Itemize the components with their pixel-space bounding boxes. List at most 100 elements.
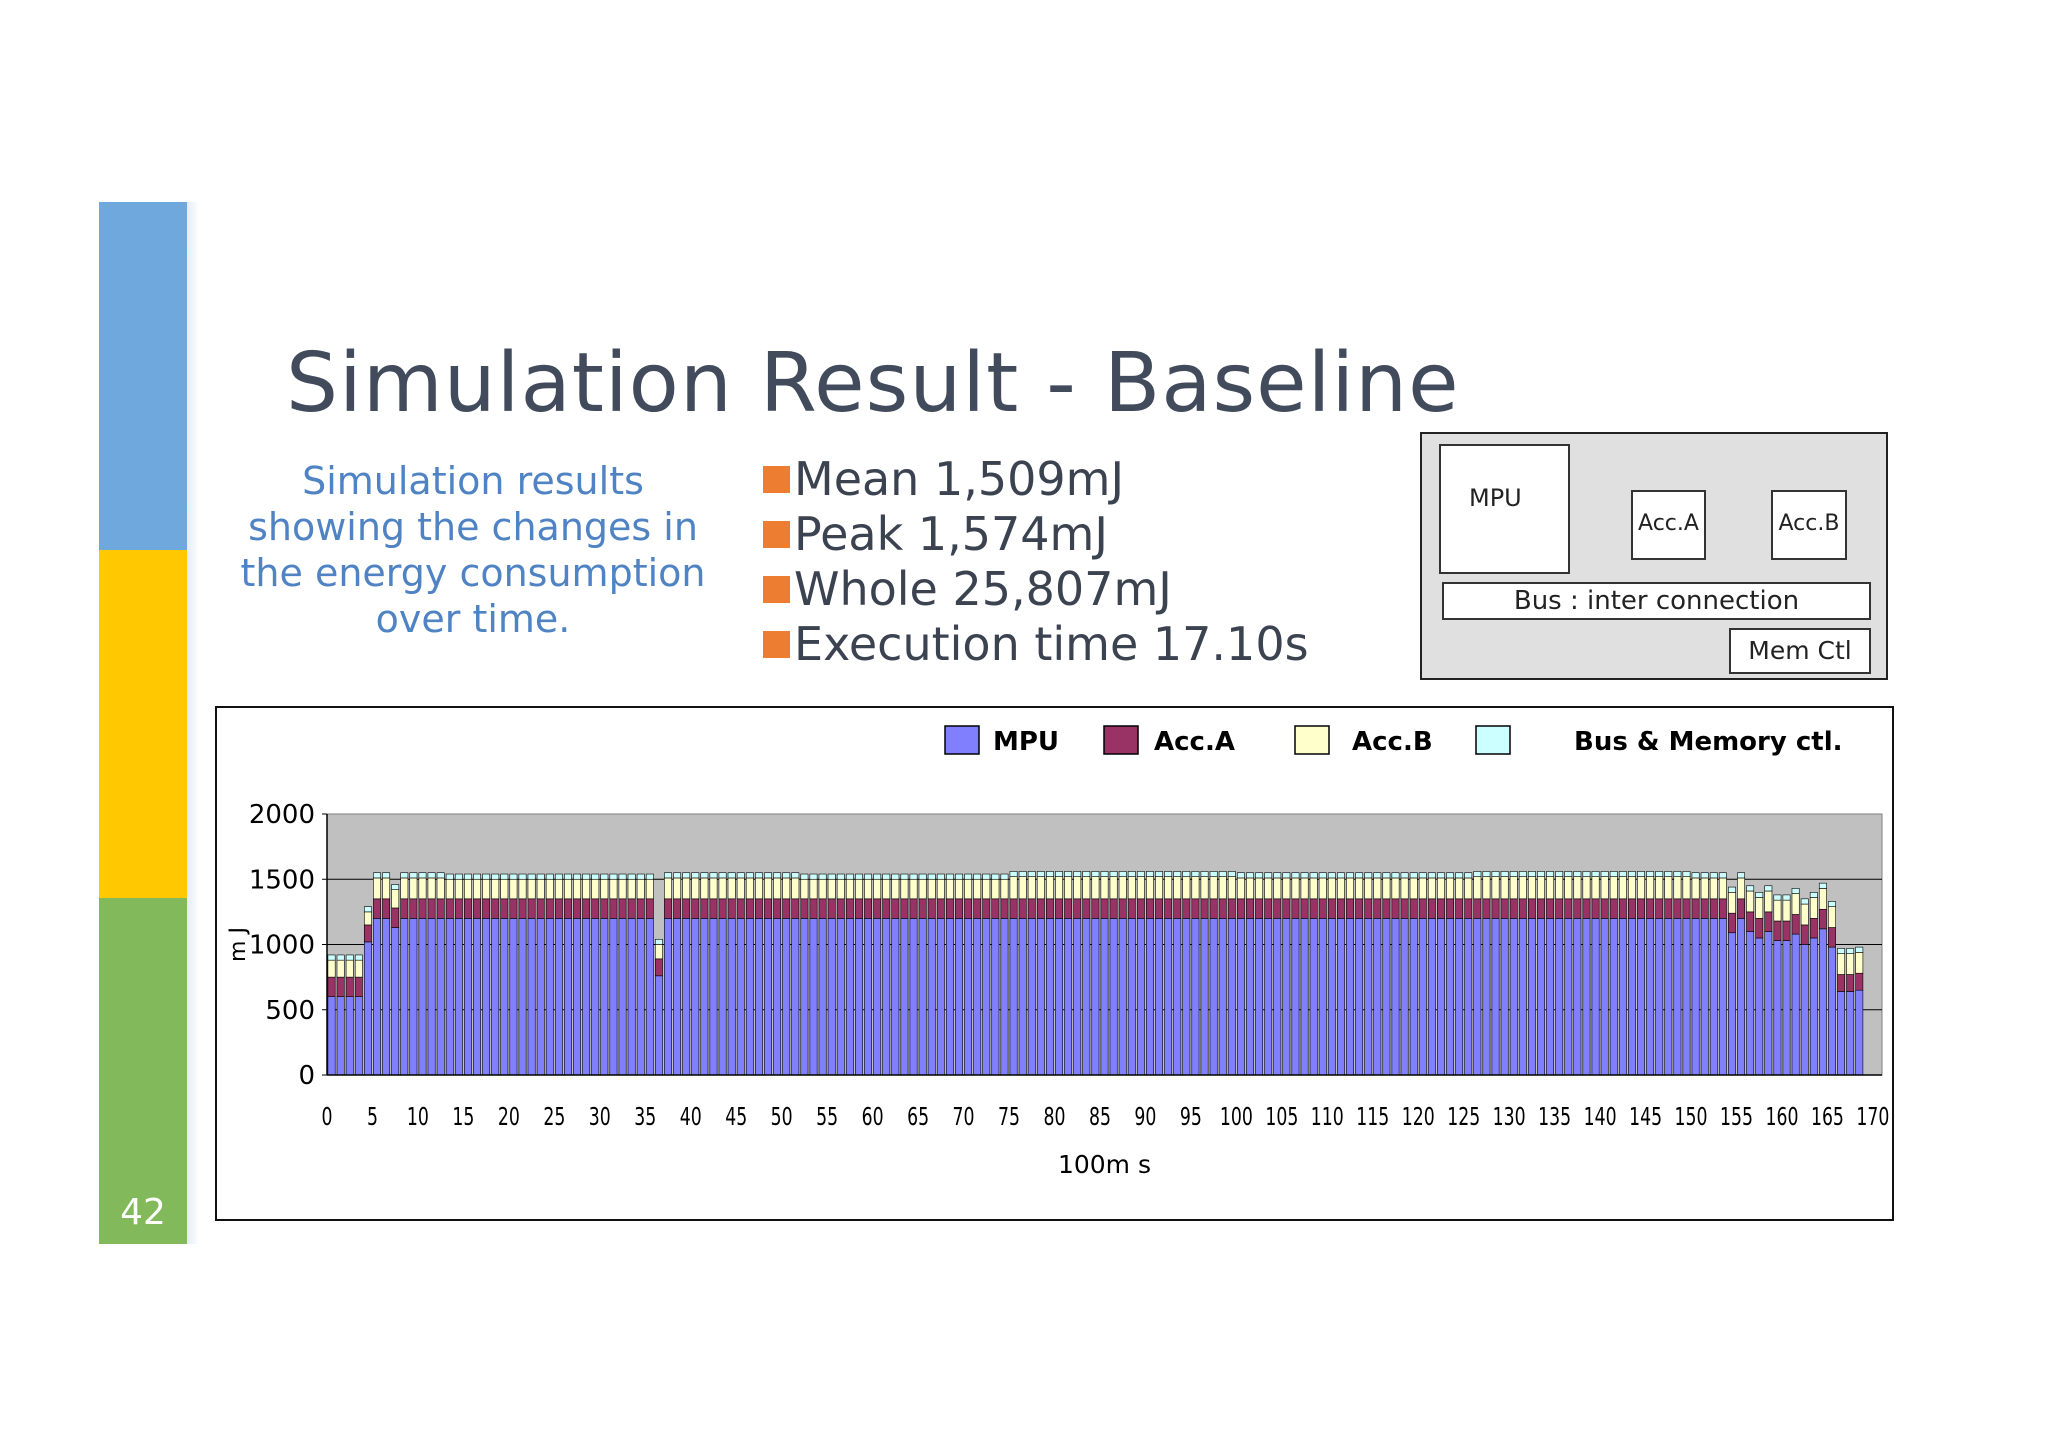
- bar-segment-acc-b: [418, 877, 427, 900]
- bar-segment-bus-memory-ctl-: [1500, 871, 1509, 877]
- bar-segment-mpu: [609, 918, 618, 1076]
- bar-segment-bus-memory-ctl-: [1027, 871, 1036, 877]
- bar-segment-bus-memory-ctl-: [582, 873, 591, 880]
- bar-segment-mpu: [864, 918, 873, 1076]
- bar-segment-bus-memory-ctl-: [855, 873, 863, 880]
- bar-segment-acc-b: [1773, 899, 1782, 922]
- bar-segment-acc-a: [936, 898, 945, 919]
- bar-segment-acc-b: [1400, 877, 1409, 900]
- x-tick-label: 115: [1356, 1102, 1389, 1131]
- bar-segment-acc-a: [755, 898, 763, 919]
- bar-segment-acc-a: [1582, 898, 1591, 919]
- bar-segment-acc-a: [382, 898, 391, 919]
- bar-segment-bus-memory-ctl-: [1382, 872, 1391, 879]
- bar-segment-bus-memory-ctl-: [800, 873, 809, 880]
- bar-segment-bus-memory-ctl-: [1009, 871, 1018, 877]
- bar-segment-acc-a: [654, 958, 663, 977]
- bar-segment-mpu: [1600, 918, 1609, 1076]
- bar-segment-mpu: [582, 918, 591, 1076]
- bar-segment-acc-b: [482, 878, 491, 900]
- bar-segment-mpu: [1082, 918, 1091, 1076]
- bar-segment-mpu: [1264, 918, 1273, 1076]
- bar-segment-mpu: [1336, 918, 1345, 1076]
- bar-segment-bus-memory-ctl-: [1255, 872, 1264, 879]
- bar-segment-mpu: [509, 918, 518, 1076]
- bar-segment-acc-b: [1637, 876, 1645, 900]
- bar-segment-acc-b: [445, 878, 454, 900]
- bar-segment-acc-b: [1227, 876, 1236, 900]
- bar-segment-bus-memory-ctl-: [418, 872, 427, 879]
- bar-segment-bus-memory-ctl-: [1200, 871, 1209, 877]
- bar-segment-mpu: [1100, 918, 1109, 1076]
- bar-segment-acc-a: [645, 898, 654, 919]
- bar-segment-bus-memory-ctl-: [1400, 872, 1409, 879]
- sidebar-blue-band: [99, 202, 187, 550]
- y-axis-label: m J: [226, 927, 251, 962]
- bar-segment-acc-a: [1482, 898, 1491, 919]
- bar-segment-bus-memory-ctl-: [982, 873, 991, 880]
- bar-segment-acc-b: [1055, 876, 1063, 900]
- bar-segment-bus-memory-ctl-: [1664, 871, 1673, 877]
- bar-segment-mpu: [1573, 918, 1582, 1076]
- chart-legend: MPU Acc.A Acc.B Bus & Memory ctl.: [944, 725, 1843, 757]
- bar-segment-bus-memory-ctl-: [755, 872, 763, 879]
- x-tick-label: 75: [998, 1102, 1020, 1131]
- bar-segment-mpu: [1282, 918, 1291, 1076]
- bar-segment-mpu: [1046, 918, 1054, 1076]
- bar-segment-mpu: [1036, 918, 1045, 1076]
- bar-segment-mpu: [618, 918, 627, 1076]
- bar-segment-mpu: [927, 918, 936, 1076]
- bar-segment-bus-memory-ctl-: [1737, 872, 1745, 879]
- bar-segment-acc-b: [1046, 876, 1054, 900]
- bar-segment-acc-a: [818, 898, 827, 919]
- bar-segment-bus-memory-ctl-: [573, 873, 582, 880]
- bar-segment-acc-b: [809, 878, 818, 900]
- bar-segment-bus-memory-ctl-: [1437, 872, 1445, 879]
- bar-segment-acc-b: [382, 877, 391, 900]
- bar-segment-mpu: [973, 918, 982, 1076]
- bar-segment-mpu: [1846, 991, 1855, 1076]
- bar-segment-acc-a: [1791, 914, 1800, 935]
- bar-segment-acc-a: [1136, 898, 1145, 919]
- bar-segment-mpu: [936, 918, 945, 1076]
- bar-segment-bus-memory-ctl-: [1346, 872, 1354, 879]
- x-tick-label: 95: [1180, 1102, 1202, 1131]
- x-axis-label: 100m s: [1058, 1150, 1151, 1179]
- bar-segment-acc-b: [373, 877, 381, 900]
- bar-segment-mpu: [709, 918, 718, 1076]
- bar-segment-mpu: [673, 918, 682, 1076]
- legend-label: Bus & Memory ctl.: [1574, 727, 1843, 757]
- bar-segment-acc-a: [791, 898, 800, 919]
- bar-segment-acc-a: [718, 898, 727, 919]
- bar-segment-acc-a: [1255, 898, 1264, 919]
- bar-segment-bus-memory-ctl-: [473, 873, 481, 880]
- bar-segment-acc-b: [800, 878, 809, 900]
- x-tick-label: 20: [498, 1102, 520, 1131]
- bar-segment-acc-b: [1409, 877, 1418, 900]
- bar-segment-bus-memory-ctl-: [1373, 872, 1382, 879]
- bar-segment-mpu: [691, 918, 700, 1076]
- bar-segment-acc-b: [773, 877, 782, 900]
- bar-segment-acc-a: [1728, 912, 1736, 934]
- bar-segment-acc-a: [1764, 911, 1773, 932]
- bar-segment-acc-a: [1537, 898, 1545, 919]
- bar-segment-acc-b: [327, 959, 336, 978]
- bar-segment-acc-a: [1391, 898, 1400, 919]
- bar-segment-acc-a: [1227, 898, 1236, 919]
- bar-segment-acc-a: [964, 898, 973, 919]
- bar-segment-bus-memory-ctl-: [1809, 892, 1818, 898]
- bar-segment-acc-a: [1573, 898, 1582, 919]
- bar-segment-mpu: [745, 918, 754, 1076]
- bar-segment-acc-b: [1591, 876, 1600, 900]
- bar-segment-acc-a: [1446, 898, 1454, 919]
- x-tick-label: 45: [725, 1102, 747, 1131]
- bar-segment-acc-b: [518, 878, 527, 900]
- bar-segment-bus-memory-ctl-: [1127, 871, 1136, 877]
- bar-segment-acc-a: [1500, 898, 1509, 919]
- bar-segment-acc-a: [1418, 898, 1427, 919]
- bar-segment-acc-a: [873, 898, 882, 919]
- bar-segment-acc-a: [1064, 898, 1073, 919]
- bar-segment-acc-a: [891, 898, 900, 919]
- bar-segment-bus-memory-ctl-: [1746, 885, 1755, 892]
- bar-segment-mpu: [1555, 918, 1564, 1076]
